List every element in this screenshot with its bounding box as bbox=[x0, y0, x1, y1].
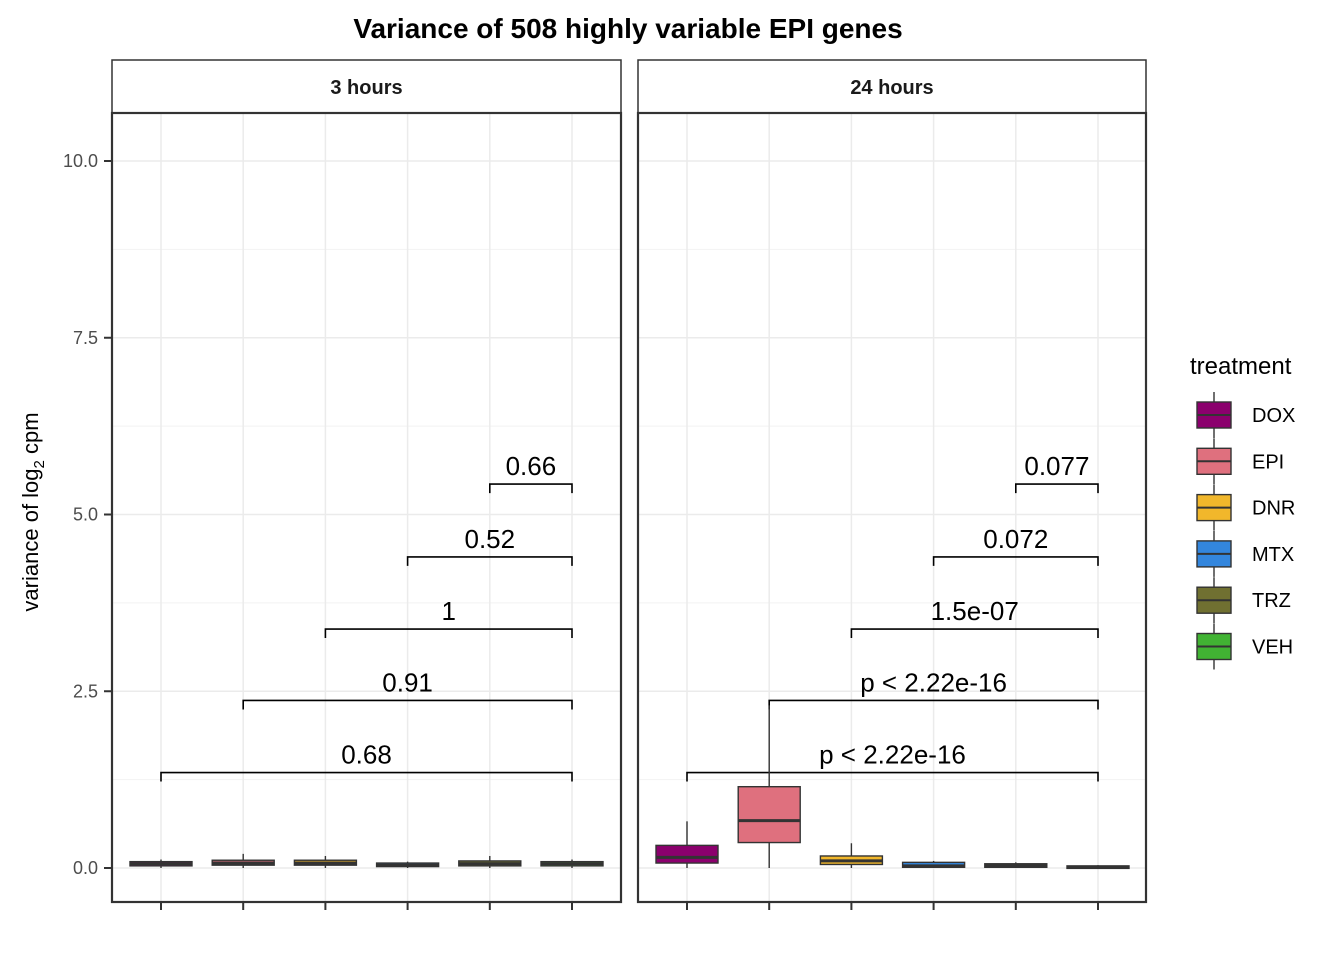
significance-bracket bbox=[1015, 483, 1099, 494]
legend-label: DOX bbox=[1252, 405, 1295, 427]
facet-strip bbox=[637, 59, 1147, 114]
chart-title: Variance of 508 highly variable EPI gene… bbox=[353, 13, 902, 44]
legend-label: MTX bbox=[1252, 544, 1294, 566]
comparison-dox-veh: 0.68 bbox=[160, 740, 573, 782]
legend-item-dox: DOX bbox=[1196, 392, 1295, 438]
significance-bracket bbox=[160, 771, 573, 782]
p-value-label: 0.077 bbox=[1024, 451, 1089, 481]
p-value-label: 0.68 bbox=[341, 740, 392, 770]
box-dox bbox=[129, 859, 193, 910]
comparison-epi-veh: p < 2.22e-16 bbox=[768, 667, 1099, 710]
box-dnr bbox=[293, 855, 358, 910]
p-value-label: 0.66 bbox=[506, 451, 557, 481]
legend-item-epi: EPI bbox=[1196, 438, 1284, 485]
p-value-label: 1.5e-07 bbox=[931, 596, 1019, 626]
significance-bracket bbox=[406, 556, 573, 566]
legend-item-dnr: DNR bbox=[1196, 484, 1295, 531]
p-value-label: 0.52 bbox=[464, 524, 515, 554]
significance-bracket bbox=[768, 699, 1099, 710]
significance-bracket bbox=[932, 556, 1099, 566]
box-iqr bbox=[655, 844, 719, 864]
significance-bracket bbox=[242, 699, 573, 710]
legend-item-trz: TRZ bbox=[1196, 577, 1291, 624]
facet-strip bbox=[111, 59, 622, 114]
box-mtx bbox=[375, 861, 440, 910]
legend-items: DOX EPI DNR MTX TRZ VEH bbox=[1196, 392, 1295, 670]
comparison-dnr-veh: 1.5e-07 bbox=[850, 596, 1099, 639]
box-trz bbox=[458, 855, 522, 910]
box-iqr bbox=[737, 785, 801, 844]
y-axis-title: variance of log2 cpm bbox=[18, 412, 48, 611]
panel-border bbox=[636, 111, 1148, 904]
facet-strip-label: 3 hours bbox=[330, 77, 402, 99]
p-value-label: 0.91 bbox=[382, 667, 433, 697]
significance-bracket bbox=[850, 628, 1099, 639]
legend-label: EPI bbox=[1252, 451, 1284, 473]
box-mtx bbox=[901, 860, 966, 910]
y-axis-title-suffix: cpm bbox=[18, 412, 43, 460]
box-veh bbox=[1066, 865, 1130, 910]
box-veh bbox=[540, 859, 604, 910]
significance-bracket bbox=[324, 628, 573, 639]
y-tick-label: 2.5 bbox=[73, 681, 98, 701]
comparison-trz-veh: 0.66 bbox=[489, 451, 573, 494]
y-tick-label: 5.0 bbox=[73, 505, 98, 525]
panel-border bbox=[110, 111, 623, 904]
panel-24-hours: 24 hours p < 2.22e-16 p < 2.22e-16 1.5e-07 0… bbox=[636, 59, 1148, 910]
y-axis-title-prefix: variance of log bbox=[18, 468, 43, 611]
legend-label: DNR bbox=[1252, 498, 1295, 520]
y-axis: 0.0 2.5 5.0 7.5 10.0 bbox=[63, 151, 112, 878]
legend-label: VEH bbox=[1252, 637, 1293, 659]
box-trz bbox=[984, 862, 1048, 910]
box-dox bbox=[655, 821, 719, 910]
comparison-epi-veh: 0.91 bbox=[242, 667, 573, 710]
significance-bracket bbox=[489, 483, 573, 494]
legend: treatment DOX EPI DNR MTX TRZ VEH bbox=[1190, 353, 1295, 670]
box-epi bbox=[737, 705, 801, 910]
significance-bracket bbox=[686, 771, 1099, 782]
legend-item-veh: VEH bbox=[1196, 623, 1293, 670]
facet-panels: 3 hours 0.68 0.91 1 0.52 0.66 24 hours p < 2.22… bbox=[110, 59, 1148, 910]
comparison-dnr-veh: 1 bbox=[324, 596, 573, 639]
legend-item-mtx: MTX bbox=[1196, 530, 1294, 577]
p-value-label: p < 2.22e-16 bbox=[860, 667, 1007, 697]
panel-background bbox=[112, 113, 621, 902]
facet-strip-label: 24 hours bbox=[850, 77, 933, 99]
y-tick-label: 0.0 bbox=[73, 858, 98, 878]
p-value-label: 0.072 bbox=[983, 524, 1048, 554]
comparison-mtx-veh: 0.52 bbox=[406, 524, 573, 566]
p-value-label: p < 2.22e-16 bbox=[819, 740, 966, 770]
p-value-label: 1 bbox=[441, 596, 455, 626]
y-axis-title-subscript: 2 bbox=[31, 460, 48, 468]
box-dnr bbox=[819, 843, 884, 910]
comparison-dox-veh: p < 2.22e-16 bbox=[686, 740, 1099, 782]
comparison-trz-veh: 0.077 bbox=[1015, 451, 1099, 494]
panel-3-hours: 3 hours 0.68 0.91 1 0.52 0.66 bbox=[110, 59, 623, 910]
y-tick-label: 7.5 bbox=[73, 328, 98, 348]
legend-label: TRZ bbox=[1252, 590, 1291, 612]
legend-title: treatment bbox=[1190, 353, 1292, 380]
panel-background bbox=[638, 113, 1146, 902]
comparison-mtx-veh: 0.072 bbox=[932, 524, 1099, 566]
box-epi bbox=[211, 853, 275, 910]
y-tick-label: 10.0 bbox=[63, 151, 98, 171]
